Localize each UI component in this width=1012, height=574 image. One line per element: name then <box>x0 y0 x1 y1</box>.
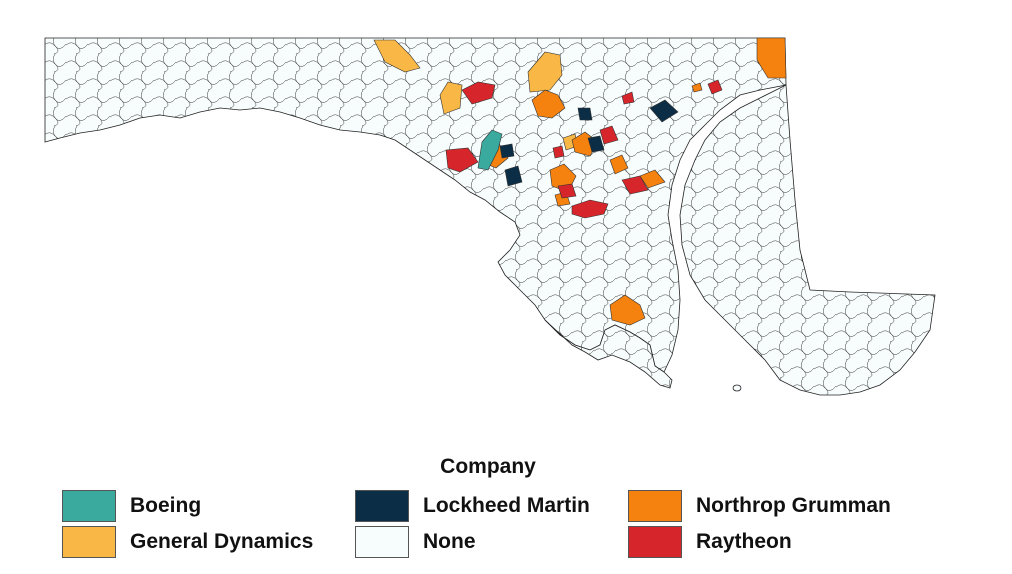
legend-label-boeing: Boeing <box>130 494 202 517</box>
zip-region-lockheed-martin <box>504 165 523 187</box>
zip-region-northrop-grumman <box>639 169 666 189</box>
zip-region-northrop-grumman <box>531 89 566 119</box>
island <box>732 384 742 392</box>
zip-region-northrop-grumman <box>609 154 629 175</box>
zip-region-raytheon <box>445 147 479 173</box>
maryland-mainland <box>44 37 787 373</box>
zip-region-northrop-grumman <box>756 37 787 79</box>
zip-region-general-dynamics <box>527 51 563 93</box>
legend-label-raytheon: Raytheon <box>696 530 792 553</box>
legend-item-lockheed-martin: Lockheed Martin <box>355 490 590 522</box>
legend-title: Company <box>440 455 536 478</box>
legend-swatch-none <box>355 526 409 558</box>
legend-item-general-dynamics: General Dynamics <box>62 526 313 558</box>
zip-region-raytheon <box>707 79 723 95</box>
legend-label-northrop-grumman: Northrop Grumman <box>696 494 891 517</box>
zip-region-general-dynamics <box>439 81 463 115</box>
zip-region-northrop-grumman <box>609 294 646 326</box>
legend-swatch-boeing <box>62 490 116 522</box>
zip-region-lockheed-martin <box>499 143 515 159</box>
zip-region-raytheon <box>461 81 496 105</box>
eastern-shore <box>679 84 936 396</box>
zip-region-lockheed-martin <box>649 99 679 123</box>
zip-region-raytheon <box>552 145 565 159</box>
legend-label-lockheed-martin: Lockheed Martin <box>423 494 590 517</box>
zip-region-lockheed-martin <box>587 135 605 153</box>
legend-item-none: None <box>355 526 476 558</box>
zip-region-general-dynamics <box>373 39 421 73</box>
legend-item-boeing: Boeing <box>62 490 201 522</box>
legend-swatch-lockheed-martin <box>355 490 409 522</box>
company-zip-regions <box>373 37 787 326</box>
southern-maryland <box>544 319 673 389</box>
zip-region-raytheon <box>621 175 649 195</box>
legend-item-northrop-grumman: Northrop Grumman <box>628 490 891 522</box>
zip-region-lockheed-martin <box>577 107 593 121</box>
legend-item-raytheon: Raytheon <box>628 526 792 558</box>
legend-swatch-general-dynamics <box>62 526 116 558</box>
zip-region-raytheon <box>621 91 635 105</box>
maryland-zip-map <box>44 37 936 396</box>
legend-label-none: None <box>423 530 476 553</box>
legend-swatch-raytheon <box>628 526 682 558</box>
legend-swatch-northrop-grumman <box>628 490 682 522</box>
zip-region-raytheon <box>571 199 609 219</box>
zip-region-northrop-grumman <box>691 82 703 93</box>
zip-region-raytheon <box>557 183 577 199</box>
zip-region-boeing <box>477 129 503 171</box>
legend-label-general-dynamics: General Dynamics <box>130 530 314 553</box>
zip-region-raytheon <box>599 125 619 145</box>
